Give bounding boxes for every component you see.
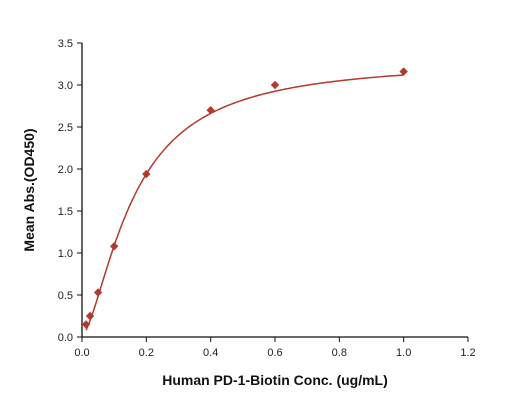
x-ticks: 0.0 0.2 0.4 0.6 0.8 1.0 1.2: [74, 337, 476, 359]
data-point-8: [399, 67, 408, 76]
data-point-7: [270, 80, 280, 90]
x-tick-label: 1.2: [460, 347, 475, 359]
x-tick-label: 1.0: [396, 347, 411, 359]
fit-curve-line: [85, 74, 404, 331]
data-point-2: [85, 311, 95, 321]
y-tick-label: 3.0: [58, 80, 73, 92]
data-point-3: [93, 288, 103, 297]
y-tick-label: 3.5: [58, 38, 73, 50]
data-point-4: [109, 242, 119, 251]
data-point-6: [206, 106, 215, 115]
data-point-1: [81, 320, 91, 329]
y-tick-label: 0.0: [58, 332, 73, 344]
x-tick-label: 0.2: [139, 347, 154, 359]
data-point-5: [142, 169, 151, 179]
y-axis-title: Mean Abs.(OD450): [21, 128, 37, 251]
y-tick-label: 1.0: [58, 248, 73, 260]
x-tick-label: 0.0: [74, 347, 89, 359]
data-points: [81, 67, 408, 329]
y-tick-label: 2.5: [58, 122, 73, 134]
x-tick-label: 0.6: [267, 347, 282, 359]
y-tick-label: 2.0: [58, 164, 73, 176]
y-ticks: 0.0 0.5 1.0 1.5 2.0 2.5 3.0 3.5: [58, 38, 82, 344]
x-axis-title: Human PD-1-Biotin Conc. (ug/mL): [162, 372, 388, 388]
x-tick-label: 0.8: [332, 347, 347, 359]
x-tick-label: 0.4: [203, 347, 218, 359]
y-tick-label: 1.5: [58, 206, 73, 218]
y-tick-label: 0.5: [58, 290, 73, 302]
